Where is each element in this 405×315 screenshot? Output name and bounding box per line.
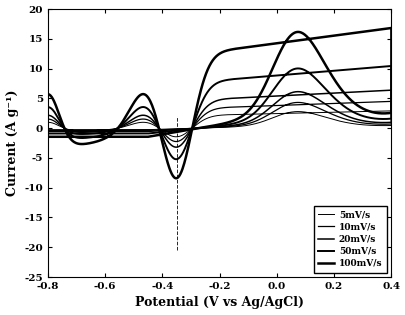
100mV/s — [173, 176, 178, 180]
20mV/s — [45, 113, 50, 117]
10mV/s — [45, 129, 50, 132]
10mV/s — [161, 128, 166, 132]
Line: 50mV/s: 50mV/s — [48, 66, 390, 159]
5mV/s — [276, 113, 281, 117]
100mV/s — [45, 135, 50, 139]
5mV/s — [45, 128, 50, 132]
20mV/s — [45, 129, 50, 133]
10mV/s — [136, 129, 141, 132]
5mV/s — [173, 135, 178, 139]
50mV/s — [136, 132, 141, 135]
20mV/s — [136, 129, 141, 133]
5mV/s — [370, 109, 375, 113]
5mV/s — [161, 127, 166, 131]
100mV/s — [276, 51, 281, 55]
50mV/s — [356, 67, 361, 71]
20mV/s — [388, 88, 393, 92]
50mV/s — [343, 106, 347, 110]
Line: 10mV/s: 10mV/s — [48, 101, 390, 141]
Legend: 5mV/s, 10mV/s, 20mV/s, 50mV/s, 100mV/s: 5mV/s, 10mV/s, 20mV/s, 50mV/s, 100mV/s — [313, 206, 386, 272]
Line: 5mV/s: 5mV/s — [48, 111, 390, 137]
10mV/s — [370, 100, 375, 104]
100mV/s — [388, 26, 393, 30]
10mV/s — [356, 100, 361, 104]
5mV/s — [136, 128, 141, 132]
Y-axis label: Current (A g⁻¹): Current (A g⁻¹) — [6, 90, 19, 196]
10mV/s — [276, 106, 281, 110]
10mV/s — [388, 100, 393, 103]
100mV/s — [136, 135, 141, 139]
50mV/s — [388, 64, 393, 68]
100mV/s — [370, 28, 375, 32]
10mV/s — [173, 140, 178, 143]
20mV/s — [356, 90, 361, 94]
20mV/s — [173, 145, 178, 149]
20mV/s — [161, 129, 166, 132]
20mV/s — [276, 98, 281, 102]
Line: 20mV/s: 20mV/s — [48, 90, 390, 147]
50mV/s — [370, 66, 375, 69]
100mV/s — [161, 132, 166, 136]
Line: 100mV/s: 100mV/s — [48, 28, 390, 178]
50mV/s — [45, 132, 50, 135]
100mV/s — [356, 30, 361, 34]
50mV/s — [173, 158, 178, 161]
50mV/s — [161, 130, 166, 134]
50mV/s — [276, 80, 281, 83]
100mV/s — [343, 93, 347, 97]
10mV/s — [45, 117, 50, 121]
50mV/s — [45, 105, 50, 109]
5mV/s — [343, 121, 347, 124]
5mV/s — [356, 110, 361, 113]
5mV/s — [388, 109, 393, 113]
10mV/s — [343, 117, 347, 121]
X-axis label: Potential (V vs Ag/AgCl): Potential (V vs Ag/AgCl) — [135, 296, 303, 309]
20mV/s — [343, 114, 347, 117]
20mV/s — [370, 89, 375, 93]
5mV/s — [45, 120, 50, 124]
100mV/s — [45, 92, 50, 96]
